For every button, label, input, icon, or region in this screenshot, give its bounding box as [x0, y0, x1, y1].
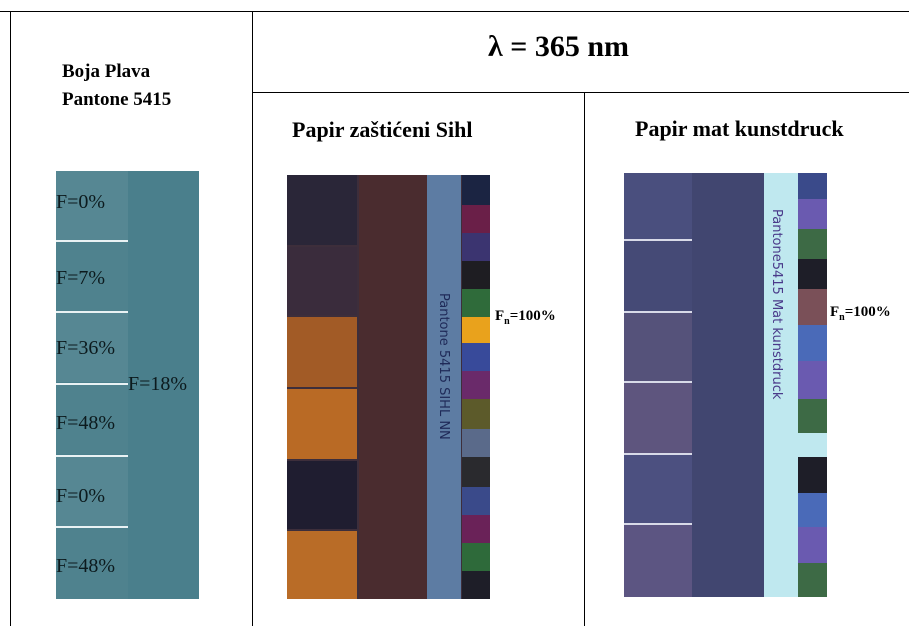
column-divider-2 — [584, 92, 585, 626]
fn-main: F — [830, 304, 840, 320]
sihl-paper-title: Papir zaštićeni Sihl — [292, 117, 473, 142]
swatch-separator — [56, 240, 128, 242]
color-name-heading: Boja Plava Pantone 5415 — [62, 58, 171, 114]
fn-value: =100% — [844, 304, 891, 320]
swatch-label: F=7% — [56, 267, 106, 289]
fn-sub: n — [504, 316, 510, 327]
fn-label-mat: Fn=100% — [830, 304, 891, 323]
swatch-label: F=48% — [56, 555, 116, 577]
swatch-label: F=36% — [56, 337, 116, 359]
column-divider-1 — [252, 11, 253, 626]
swatch-separator — [56, 526, 128, 528]
swatch-segment — [56, 242, 128, 311]
swatch-label: F=0% — [56, 485, 106, 507]
swatch-separator — [56, 383, 128, 385]
swatch-label: F=0% — [56, 191, 106, 213]
swatch-segment — [56, 171, 128, 240]
mat-paper-title: Papir mat kunstdruck — [635, 116, 844, 141]
table-left-border — [10, 11, 11, 626]
wavelength-heading: λ = 365 nm — [488, 30, 630, 63]
swatch-segment — [56, 385, 128, 454]
color-name-line1: Boja Plava — [62, 61, 151, 82]
sihl-sample-photo: Pantone 5415 SIHL NN — [287, 175, 490, 599]
swatch-separator — [56, 455, 128, 457]
swatch-segment — [56, 528, 128, 599]
mat-sample-photo: Pantone5415 Mat kunstdruck — [624, 173, 827, 597]
fn-main: F — [495, 308, 505, 324]
swatch-segment — [56, 457, 128, 526]
swatch-strip — [56, 171, 128, 599]
swatch-right-label: F=18% — [128, 373, 188, 395]
fn-value: =100% — [509, 308, 556, 324]
swatch-segment — [56, 313, 128, 382]
fn-label-sihl: Fn=100% — [495, 308, 556, 327]
color-name-line2: Pantone 5415 — [62, 89, 172, 110]
header-row-divider — [252, 92, 909, 93]
swatch-separator — [56, 311, 128, 313]
swatch-label: F=48% — [56, 412, 116, 434]
table-top-border — [0, 11, 909, 12]
fn-sub: n — [839, 312, 845, 323]
